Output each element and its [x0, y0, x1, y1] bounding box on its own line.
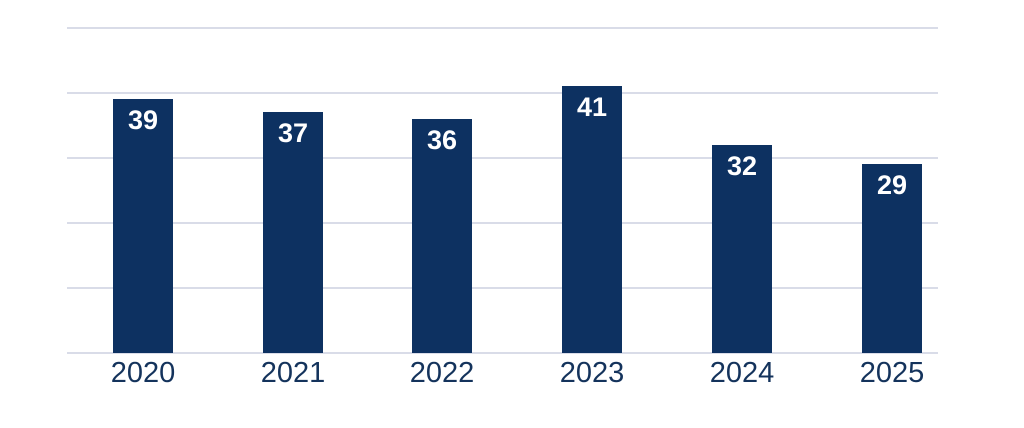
- bar-value-label-2020: 39: [127, 105, 159, 135]
- gridline-0: [67, 352, 938, 354]
- x-axis-label-2023: 2023: [559, 357, 625, 389]
- bar-value-label-2024: 32: [726, 151, 758, 181]
- x-axis-label-2022: 2022: [409, 357, 475, 389]
- bar-2025: 29: [862, 164, 922, 353]
- x-axis-label-2025: 2025: [859, 357, 925, 389]
- x-axis-label-2024: 2024: [709, 357, 775, 389]
- gridline-30: [67, 157, 938, 159]
- gridline-40: [67, 92, 938, 94]
- bar-value-label-2023: 41: [576, 92, 608, 122]
- gridline-10: [67, 287, 938, 289]
- bar-2020: 39: [113, 99, 173, 353]
- x-axis: 2020 2021 2022 2023 2024 2025: [0, 353, 1024, 395]
- bar-value-label-2021: 37: [277, 118, 309, 148]
- bar-2021: 37: [263, 112, 323, 353]
- x-axis-label-2021: 2021: [260, 357, 326, 389]
- plot-area: 39 37 36 41 32 29: [67, 27, 938, 354]
- gridline-20: [67, 222, 938, 224]
- bar-value-label-2022: 36: [426, 125, 458, 155]
- bar-2024: 32: [712, 145, 772, 353]
- bar-2022: 36: [412, 119, 472, 353]
- bar-2023: 41: [562, 86, 622, 353]
- bar-value-label-2025: 29: [876, 170, 908, 200]
- gridline-50: [67, 27, 938, 29]
- x-axis-label-2020: 2020: [110, 357, 176, 389]
